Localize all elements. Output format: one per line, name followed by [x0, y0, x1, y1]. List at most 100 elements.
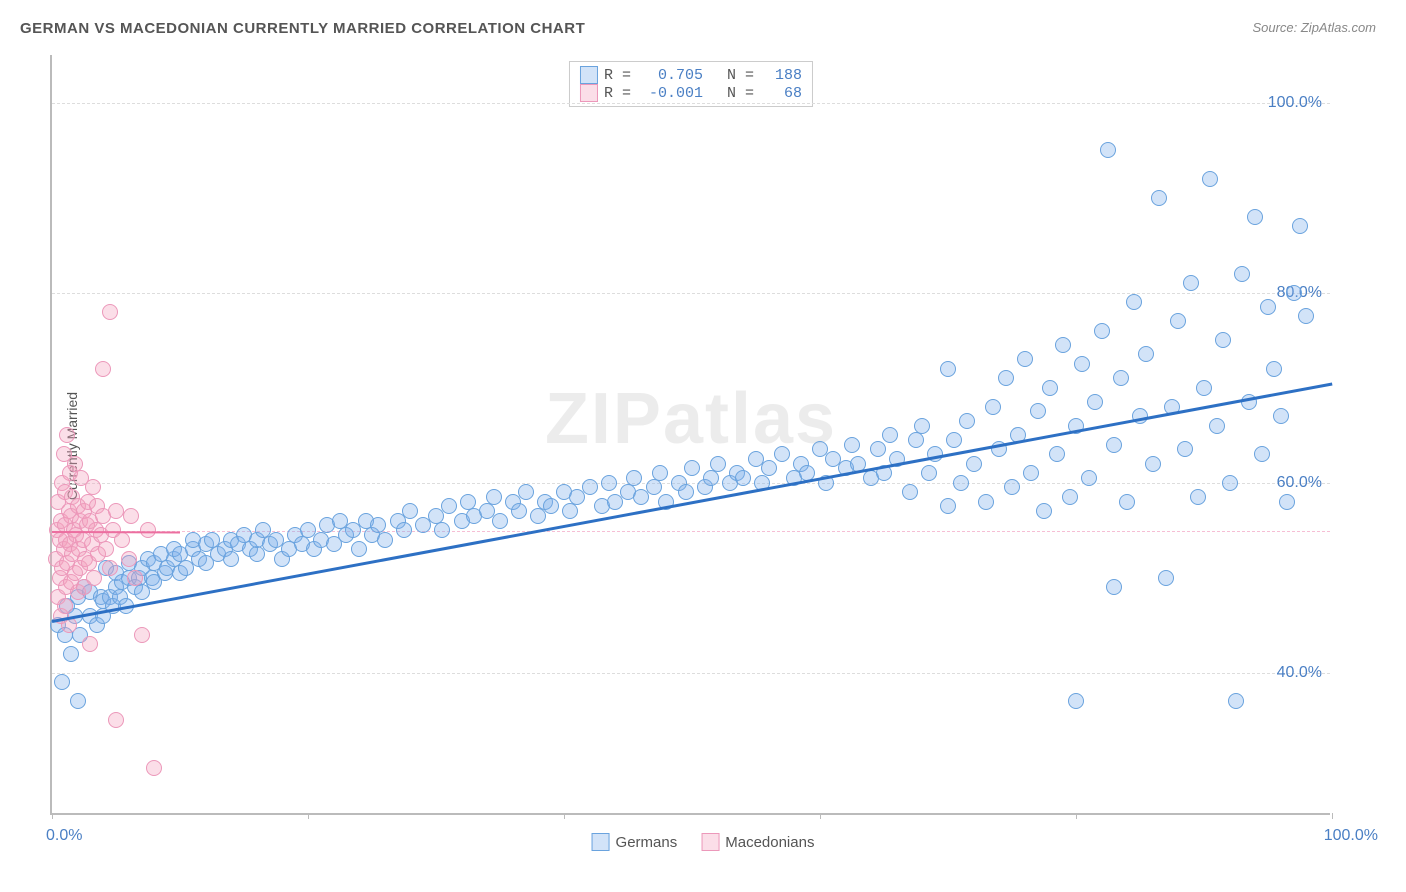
scatter-point — [102, 560, 118, 576]
scatter-point — [678, 484, 694, 500]
scatter-point — [1055, 337, 1071, 353]
scatter-point — [1049, 446, 1065, 462]
scatter-point — [59, 427, 75, 443]
scatter-point — [652, 465, 668, 481]
scatter-point — [601, 475, 617, 491]
scatter-point — [1177, 441, 1193, 457]
x-tick-mark — [308, 813, 309, 819]
scatter-point — [1004, 479, 1020, 495]
r-label: R = — [604, 85, 631, 102]
scatter-point — [998, 370, 1014, 386]
x-axis-end-label: 100.0% — [1324, 827, 1378, 845]
x-tick-mark — [564, 813, 565, 819]
scatter-point — [1260, 299, 1276, 315]
y-tick-label: 40.0% — [1277, 664, 1322, 682]
scatter-point — [492, 513, 508, 529]
gridline — [52, 483, 1330, 484]
scatter-point — [127, 570, 143, 586]
gridline — [52, 293, 1330, 294]
scatter-point — [761, 460, 777, 476]
r-value-germans: 0.705 — [637, 67, 703, 84]
scatter-point — [377, 532, 393, 548]
source-label: Source: ZipAtlas.com — [1252, 20, 1376, 35]
scatter-point — [978, 494, 994, 510]
scatter-point — [86, 570, 102, 586]
scatter-point — [1151, 190, 1167, 206]
scatter-point — [1126, 294, 1142, 310]
scatter-point — [684, 460, 700, 476]
correlation-legend: R = 0.705 N = 188 R = -0.001 N = 68 — [569, 61, 813, 107]
scatter-point — [486, 489, 502, 505]
scatter-point — [870, 441, 886, 457]
scatter-point — [54, 674, 70, 690]
scatter-point — [1202, 171, 1218, 187]
scatter-point — [1106, 437, 1122, 453]
scatter-point — [774, 446, 790, 462]
scatter-point — [434, 522, 450, 538]
scatter-point — [908, 432, 924, 448]
scatter-point — [1222, 475, 1238, 491]
scatter-point — [123, 508, 139, 524]
scatter-point — [1196, 380, 1212, 396]
scatter-point — [70, 693, 86, 709]
scatter-point — [543, 498, 559, 514]
scatter-point — [95, 361, 111, 377]
plot-area: ZIPatlas R = 0.705 N = 188 R = -0.001 N … — [50, 55, 1330, 815]
scatter-point — [1183, 275, 1199, 291]
scatter-point — [63, 646, 79, 662]
scatter-point — [1145, 456, 1161, 472]
scatter-point — [953, 475, 969, 491]
scatter-point — [921, 465, 937, 481]
scatter-point — [1094, 323, 1110, 339]
scatter-point — [1100, 142, 1116, 158]
scatter-point — [82, 636, 98, 652]
x-axis-start-label: 0.0% — [46, 827, 82, 845]
regression-line — [52, 531, 180, 533]
scatter-point — [946, 432, 962, 448]
scatter-point — [98, 541, 114, 557]
scatter-point — [1209, 418, 1225, 434]
legend-row-macedonians: R = -0.001 N = 68 — [580, 84, 802, 102]
chart-title: GERMAN VS MACEDONIAN CURRENTLY MARRIED C… — [20, 20, 585, 37]
series-legend: Germans Macedonians — [592, 833, 815, 851]
x-tick-mark — [1332, 813, 1333, 819]
x-tick-mark — [1076, 813, 1077, 819]
scatter-point — [1113, 370, 1129, 386]
scatter-point — [844, 437, 860, 453]
legend-item-macedonians: Macedonians — [701, 833, 814, 851]
scatter-point — [57, 598, 73, 614]
x-tick-mark — [820, 813, 821, 819]
scatter-point — [402, 503, 418, 519]
scatter-point — [108, 712, 124, 728]
scatter-point — [1023, 465, 1039, 481]
scatter-point — [966, 456, 982, 472]
x-tick-mark — [52, 813, 53, 819]
scatter-point — [108, 503, 124, 519]
scatter-point — [1074, 356, 1090, 372]
n-label: N = — [727, 67, 754, 84]
scatter-point — [646, 479, 662, 495]
scatter-point — [985, 399, 1001, 415]
scatter-point — [1254, 446, 1270, 462]
r-label: R = — [604, 67, 631, 84]
r-value-macedonians: -0.001 — [637, 85, 703, 102]
regression-line — [52, 383, 1332, 623]
swatch-macedonians — [580, 84, 598, 102]
scatter-point — [710, 456, 726, 472]
scatter-point — [140, 522, 156, 538]
scatter-point — [940, 498, 956, 514]
scatter-point — [1266, 361, 1282, 377]
scatter-point — [351, 541, 367, 557]
scatter-point — [1087, 394, 1103, 410]
scatter-point — [1017, 351, 1033, 367]
scatter-point — [1190, 489, 1206, 505]
scatter-point — [1042, 380, 1058, 396]
scatter-point — [1106, 579, 1122, 595]
scatter-point — [1081, 470, 1097, 486]
scatter-point — [1030, 403, 1046, 419]
swatch-germans — [592, 833, 610, 851]
scatter-point — [703, 470, 719, 486]
scatter-point — [959, 413, 975, 429]
scatter-point — [1298, 308, 1314, 324]
scatter-point — [1138, 346, 1154, 362]
